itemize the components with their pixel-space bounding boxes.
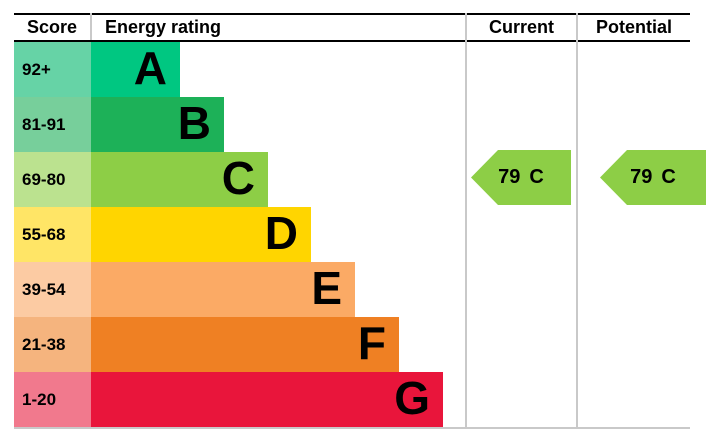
score-range-g: 1-20 bbox=[14, 372, 91, 427]
band-bar-c: C bbox=[91, 152, 268, 207]
potential-rating-arrow: 79 C bbox=[600, 150, 706, 205]
band-row-f: 21-38 F bbox=[14, 317, 443, 372]
band-letter-g: G bbox=[394, 371, 430, 424]
header-border bbox=[14, 40, 690, 42]
score-range-e: 39-54 bbox=[14, 262, 91, 317]
score-range-b: 81-91 bbox=[14, 97, 91, 152]
energy-rating-header: Energy rating bbox=[105, 17, 222, 37]
score-range-f: 21-38 bbox=[14, 317, 91, 372]
potential-rating-letter: C bbox=[661, 166, 676, 188]
score-column-divider bbox=[90, 13, 92, 40]
band-bar-f: F bbox=[91, 317, 399, 372]
band-bar-g: G bbox=[91, 372, 443, 427]
potential-column-divider bbox=[576, 13, 578, 429]
band-letter-c: C bbox=[221, 151, 255, 204]
potential-score-value: 79 bbox=[630, 166, 653, 188]
current-score-value: 79 bbox=[498, 166, 521, 188]
potential-header: Potential bbox=[595, 17, 672, 37]
band-letter-f: F bbox=[357, 316, 386, 369]
band-bar-e: E bbox=[91, 262, 355, 317]
bottom-border bbox=[14, 427, 690, 429]
band-bar-d: D bbox=[91, 207, 311, 262]
current-header: Current bbox=[488, 17, 554, 37]
band-bar-b: B bbox=[91, 97, 224, 152]
band-letter-d: D bbox=[264, 206, 298, 259]
score-range-d: 55-68 bbox=[14, 207, 91, 262]
current-rating-arrow: 79 C bbox=[471, 150, 571, 205]
band-row-a: 92+ A bbox=[14, 42, 443, 97]
band-bar-a: A bbox=[91, 42, 180, 97]
band-letter-b: B bbox=[177, 96, 211, 149]
band-letter-e: E bbox=[311, 261, 342, 314]
current-column-divider bbox=[465, 13, 467, 429]
band-letter-a: A bbox=[133, 41, 167, 94]
current-rating-letter: C bbox=[529, 166, 544, 188]
score-range-c: 69-80 bbox=[14, 152, 91, 207]
band-row-e: 39-54 E bbox=[14, 262, 443, 317]
band-row-g: 1-20 G bbox=[14, 372, 443, 427]
band-row-c: 69-80 C bbox=[14, 152, 443, 207]
score-header: Score bbox=[26, 17, 78, 37]
score-range-a: 92+ bbox=[14, 42, 91, 97]
band-row-d: 55-68 D bbox=[14, 207, 443, 262]
top-border bbox=[14, 13, 690, 15]
bands: 92+ A 81-91 B 69-80 C 55-68 D 39-54 E 21-38 F 1-20 G bbox=[14, 42, 443, 427]
band-row-b: 81-91 B bbox=[14, 97, 443, 152]
